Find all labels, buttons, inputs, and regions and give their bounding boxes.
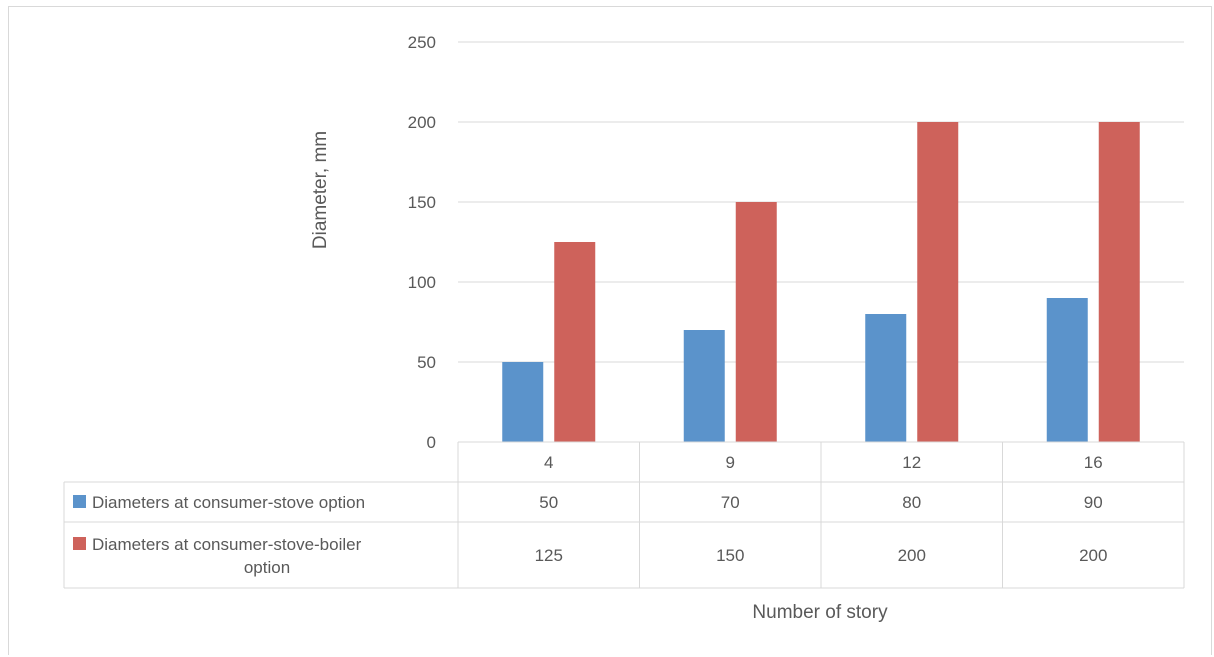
bar-consumer-stove-boiler-16 — [1098, 122, 1140, 442]
x-axis-title: Number of story — [752, 602, 888, 623]
x-category-label: 12 — [902, 453, 921, 472]
data-table: 4 9 12 16 Diameters at consumer-stove option… — [63, 441, 1185, 589]
bar-consumer-stove-16 — [1046, 298, 1088, 442]
x-category-label: 9 — [726, 453, 735, 472]
table-value: 150 — [716, 546, 744, 565]
bars — [502, 122, 1140, 442]
legend-key-consumer-stove — [73, 495, 86, 508]
y-axis-tick-labels: 0 50 100 150 200 250 — [408, 33, 436, 452]
y-tick-label: 200 — [408, 113, 436, 132]
y-axis-title: Diameter, mm — [310, 131, 331, 249]
x-category-label: 4 — [544, 453, 553, 472]
series-label: Diameters at consumer-stove-boiler — [92, 535, 362, 554]
bar-consumer-stove-boiler-9 — [735, 202, 777, 442]
y-tick-label: 250 — [408, 33, 436, 52]
y-tick-label: 150 — [408, 193, 436, 212]
bar-consumer-stove-boiler-12 — [917, 122, 959, 442]
table-value: 125 — [535, 546, 563, 565]
legend-key-consumer-stove-boiler — [73, 537, 86, 550]
series-label: Diameters at consumer-stove option — [92, 493, 365, 512]
table-value: 90 — [1084, 493, 1103, 512]
x-category-label: 16 — [1084, 453, 1103, 472]
bar-consumer-stove-12 — [865, 314, 907, 442]
table-value: 80 — [902, 493, 921, 512]
bar-consumer-stove-9 — [683, 330, 725, 442]
table-value: 200 — [898, 546, 926, 565]
y-tick-label: 100 — [408, 273, 436, 292]
series-label: option — [244, 558, 290, 577]
table-value: 200 — [1079, 546, 1107, 565]
table-value: 70 — [721, 493, 740, 512]
chart-frame — [8, 6, 1212, 655]
table-value: 50 — [539, 493, 558, 512]
bar-consumer-stove-4 — [502, 362, 544, 442]
y-tick-label: 50 — [417, 353, 436, 372]
y-tick-label: 0 — [427, 433, 436, 452]
bar-consumer-stove-boiler-4 — [554, 242, 596, 442]
